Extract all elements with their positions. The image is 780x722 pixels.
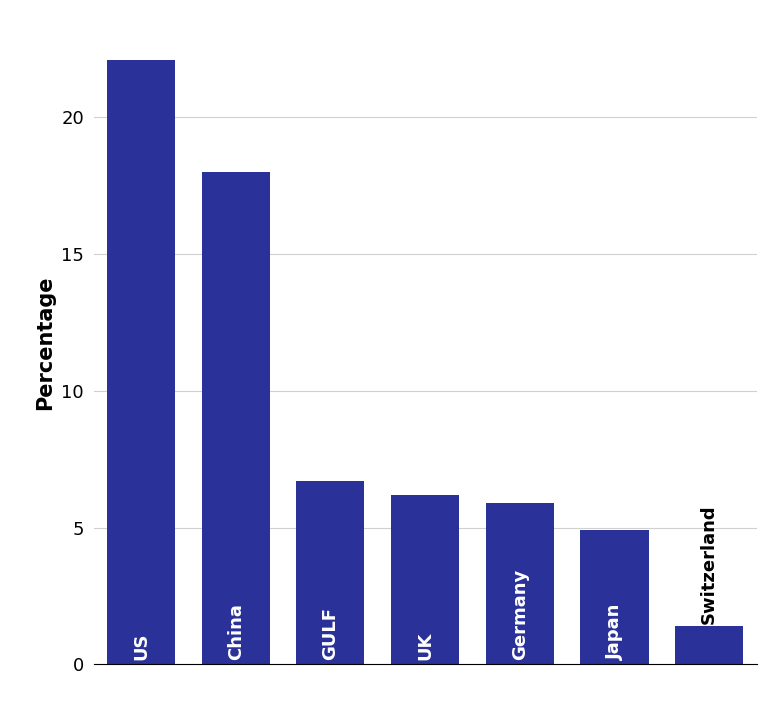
Bar bbox=[296, 481, 364, 664]
Bar bbox=[486, 503, 554, 664]
Y-axis label: Percentage: Percentage bbox=[35, 276, 55, 410]
Text: Germany: Germany bbox=[511, 569, 529, 660]
Text: Japan: Japan bbox=[605, 604, 623, 660]
Bar bbox=[201, 172, 270, 664]
Text: Switzerland: Switzerland bbox=[700, 504, 718, 624]
Bar bbox=[391, 495, 459, 664]
Bar bbox=[107, 60, 175, 664]
Text: US: US bbox=[132, 632, 150, 660]
Text: UK: UK bbox=[416, 632, 434, 660]
Text: China: China bbox=[227, 604, 245, 660]
Bar bbox=[675, 626, 743, 664]
Text: GULF: GULF bbox=[321, 607, 339, 660]
Bar bbox=[580, 530, 649, 664]
